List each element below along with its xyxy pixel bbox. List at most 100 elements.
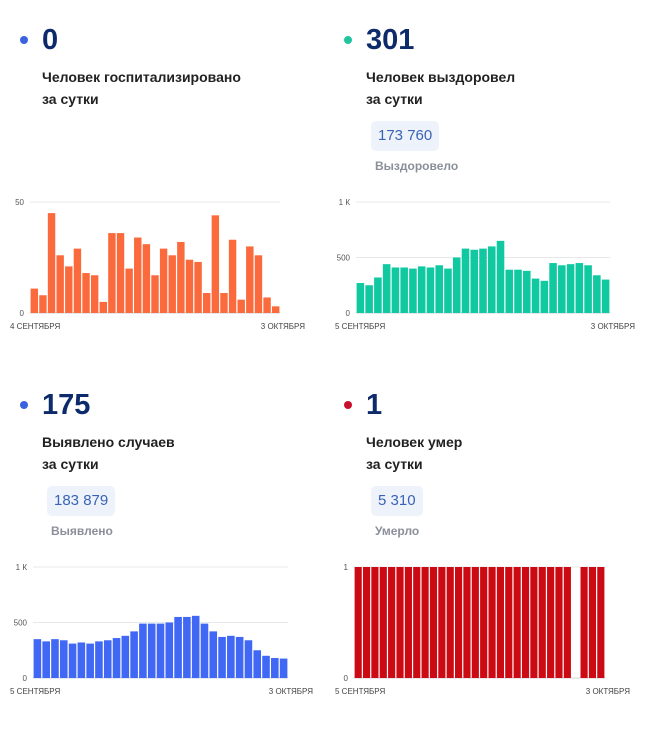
- bar: [228, 239, 237, 313]
- total-label: Выявлено: [51, 524, 113, 538]
- bar: [365, 285, 373, 313]
- bar: [558, 265, 566, 313]
- bar: [396, 567, 404, 678]
- bar: [547, 567, 555, 678]
- hospitalized-chart: 0 50 4 СЕНТЯБРЯ 3 ОКТЯБРЯ: [10, 198, 305, 331]
- bar: [362, 567, 371, 678]
- bar: [523, 270, 531, 313]
- bar: [134, 237, 142, 313]
- daily-value: 301: [366, 24, 415, 56]
- bar: [151, 275, 159, 313]
- y-tick-label: 500: [337, 254, 351, 263]
- bar: [263, 297, 271, 313]
- bar: [220, 293, 228, 313]
- bar: [379, 567, 387, 678]
- bar: [108, 233, 116, 313]
- bar: [165, 622, 174, 678]
- bar: [566, 264, 575, 313]
- bar: [73, 248, 82, 313]
- bar: [444, 268, 452, 313]
- bar: [496, 567, 504, 678]
- bar: [191, 615, 200, 678]
- bar: [147, 623, 156, 678]
- bar: [68, 643, 77, 678]
- x-start-label: 4 СЕНТЯБРЯ: [10, 322, 60, 331]
- bar: [480, 567, 488, 678]
- bar: [421, 567, 429, 678]
- bar: [130, 631, 138, 678]
- bar: [177, 241, 185, 313]
- bar: [42, 641, 50, 678]
- description-line1: Выявлено случаев: [42, 434, 175, 450]
- y-tick-label: 0: [344, 674, 349, 683]
- bar: [531, 278, 540, 313]
- bar: [593, 275, 601, 313]
- bar: [409, 268, 417, 313]
- bar: [530, 567, 538, 678]
- bar: [203, 293, 211, 313]
- bar: [371, 567, 379, 678]
- y-tick-label: 500: [14, 619, 28, 628]
- cases-chart: 0 500 1 К 5 СЕНТЯБРЯ 3 ОКТЯБРЯ: [10, 563, 313, 696]
- bar: [438, 567, 446, 678]
- bar: [514, 269, 522, 313]
- x-end-label: 3 ОКТЯБРЯ: [591, 322, 635, 331]
- bar: [59, 640, 68, 678]
- bar: [47, 213, 56, 313]
- bar: [470, 249, 479, 313]
- bar: [86, 643, 94, 678]
- bar: [429, 567, 438, 678]
- bar: [279, 658, 288, 678]
- bar: [417, 266, 426, 313]
- bar: [139, 623, 147, 678]
- bar: [555, 567, 563, 678]
- y-tick-label: 0: [23, 674, 28, 683]
- bar: [505, 269, 514, 313]
- deaths-chart: 0 1 5 СЕНТЯБРЯ 3 ОКТЯБРЯ: [335, 563, 630, 696]
- x-start-label: 5 СЕНТЯБРЯ: [335, 322, 385, 331]
- x-end-label: 3 ОКТЯБРЯ: [261, 322, 305, 331]
- bar: [479, 248, 487, 313]
- bar: [237, 299, 245, 313]
- bar: [121, 635, 130, 678]
- bar: [487, 246, 496, 313]
- x-end-label: 3 ОКТЯБРЯ: [269, 687, 313, 696]
- description: Человек выздоровел за сутки: [366, 66, 515, 110]
- bar: [400, 267, 408, 313]
- bar: [227, 635, 235, 678]
- bar: [174, 616, 182, 678]
- bar: [235, 636, 244, 678]
- bar: [246, 246, 254, 313]
- total-label: Выздоровело: [375, 159, 459, 173]
- bar: [435, 265, 443, 313]
- y-tick-label: 1 К: [16, 563, 28, 572]
- panel-recovered: 301 Человек выздоровел за сутки 173 760 …: [325, 0, 650, 360]
- description-line2: за сутки: [366, 91, 423, 107]
- description: Выявлено случаев за сутки: [42, 431, 175, 475]
- y-tick-label: 0: [346, 309, 351, 318]
- bar: [99, 301, 107, 313]
- panel-cases: 175 Выявлено случаев за сутки 183 879 Вы…: [0, 365, 325, 729]
- bar: [103, 640, 112, 678]
- x-end-label: 3 ОКТЯБРЯ: [586, 687, 630, 696]
- description-line2: за сутки: [42, 91, 99, 107]
- total-badge: 173 760: [371, 121, 440, 151]
- bar: [413, 567, 421, 678]
- total-badge: 183 879: [47, 486, 116, 516]
- bar: [597, 567, 605, 678]
- description: Человек госпитализировано за сутки: [42, 66, 241, 110]
- bar: [496, 240, 505, 313]
- bar: [254, 255, 263, 313]
- bar: [90, 275, 99, 313]
- bar: [271, 658, 279, 678]
- bar: [446, 567, 454, 678]
- description-line1: Человек выздоровел: [366, 69, 516, 85]
- bar: [538, 567, 546, 678]
- bar: [116, 233, 125, 313]
- total-badge: 5 310: [371, 486, 423, 516]
- bar: [200, 623, 209, 678]
- panel-deaths: 1 Человек умер за сутки 5 310 Умерло 0 1 5…: [325, 365, 650, 729]
- bar: [142, 244, 151, 313]
- status-dot: [20, 36, 28, 44]
- bar: [584, 265, 592, 313]
